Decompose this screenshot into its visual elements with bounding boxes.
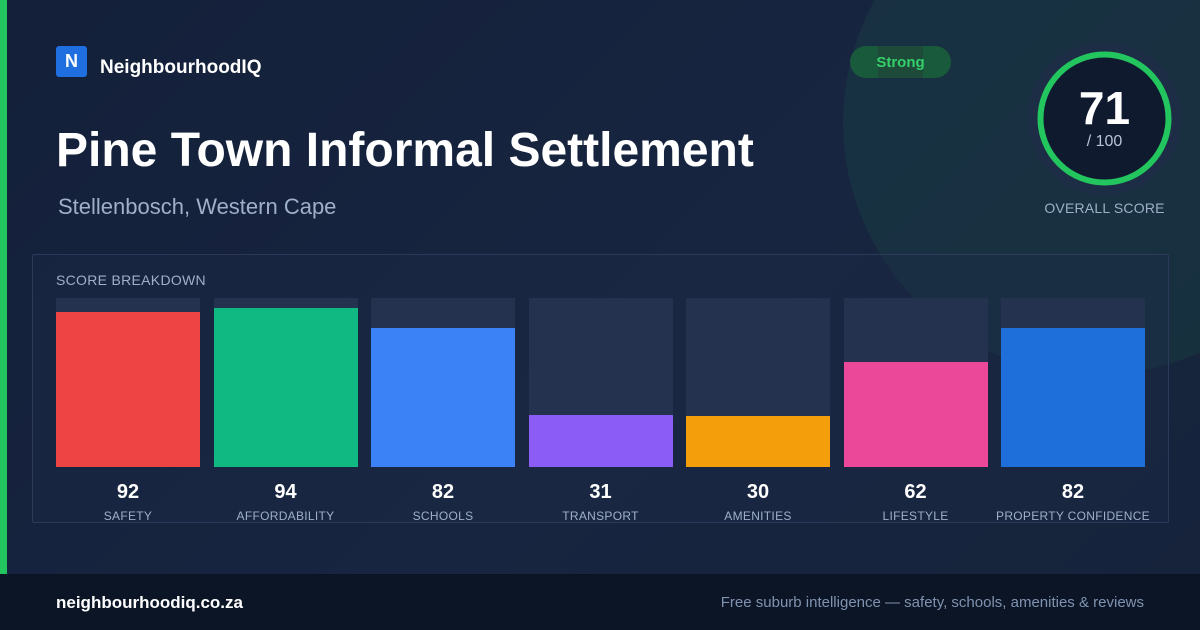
- bar-label: SAFETY: [103, 509, 153, 523]
- bar-fill: [213, 308, 358, 467]
- bar-track: [213, 298, 358, 467]
- brand-name: NeighbourhoodIQ: [100, 57, 262, 78]
- overall-score-ring: [1028, 42, 1181, 195]
- footer: [0, 574, 1200, 630]
- score-bar-lifestyle: 62 LIFESTYLE: [843, 298, 988, 523]
- bar-label: AFFORDABILITY: [236, 509, 335, 523]
- bar-value: 92: [116, 481, 140, 503]
- bar-track: [56, 298, 200, 467]
- bar-track: [686, 298, 830, 467]
- score-breakdown-title: SCORE BREAKDOWN: [56, 272, 206, 288]
- score-bar-schools: 82 SCHOOLS: [371, 298, 515, 523]
- bar-track: [528, 298, 673, 467]
- bar-label: TRANSPORT: [562, 509, 639, 523]
- bar-track: [843, 298, 988, 467]
- score-ring-inner: [1040, 54, 1169, 183]
- bar-label: PROPERTY CONFIDENCE: [996, 509, 1150, 523]
- bar-fill: [843, 362, 988, 467]
- bar-label: SCHOOLS: [412, 509, 474, 523]
- logo-icon: N: [56, 46, 87, 77]
- bar-track: [1001, 298, 1145, 467]
- bar-fill: [56, 311, 200, 467]
- bar-value: 31: [589, 481, 612, 503]
- score-bar-safety: 92 SAFETY: [56, 298, 200, 523]
- bar-label: AMENITIES: [724, 509, 792, 523]
- rating-badge: Strong: [850, 46, 951, 78]
- footer-tagline: Free suburb intelligence — safety, schoo…: [720, 594, 1144, 611]
- bar-value: 62: [904, 481, 927, 503]
- overall-score-value: 71: [1078, 82, 1131, 134]
- score-bar-affordability: 94 AFFORDABILITY: [213, 298, 358, 523]
- score-bar-amenities: 30 AMENITIES: [686, 298, 830, 523]
- bar-fill: [528, 414, 673, 467]
- overall-score-max: / 100: [1086, 133, 1123, 150]
- bar-value: 30: [746, 481, 770, 503]
- accent-bar: [0, 0, 7, 574]
- score-ring-progress: [1037, 51, 1172, 186]
- bar-value: 82: [431, 481, 455, 503]
- rating-badge-label: Strong: [876, 53, 925, 71]
- bar-value: 82: [1061, 481, 1085, 503]
- bar-fill: [1001, 328, 1145, 467]
- bar-value: 94: [274, 481, 297, 503]
- overall-score-label: OVERALL SCORE: [1044, 200, 1165, 216]
- bar-label: LIFESTYLE: [882, 509, 949, 523]
- location-subtitle: Stellenbosch, Western Cape: [58, 194, 337, 219]
- bar-fill: [371, 328, 515, 467]
- footer-url-link[interactable]: neighbourhoodiq.co.za: [56, 593, 243, 612]
- bar-track: [371, 298, 515, 467]
- page-title: Pine Town Informal Settlement: [56, 124, 754, 177]
- score-bar-transport: 31 TRANSPORT: [528, 298, 673, 523]
- bar-fill: [686, 416, 830, 467]
- score-bar-property-confidence: 82 PROPERTY CONFIDENCE: [996, 298, 1150, 523]
